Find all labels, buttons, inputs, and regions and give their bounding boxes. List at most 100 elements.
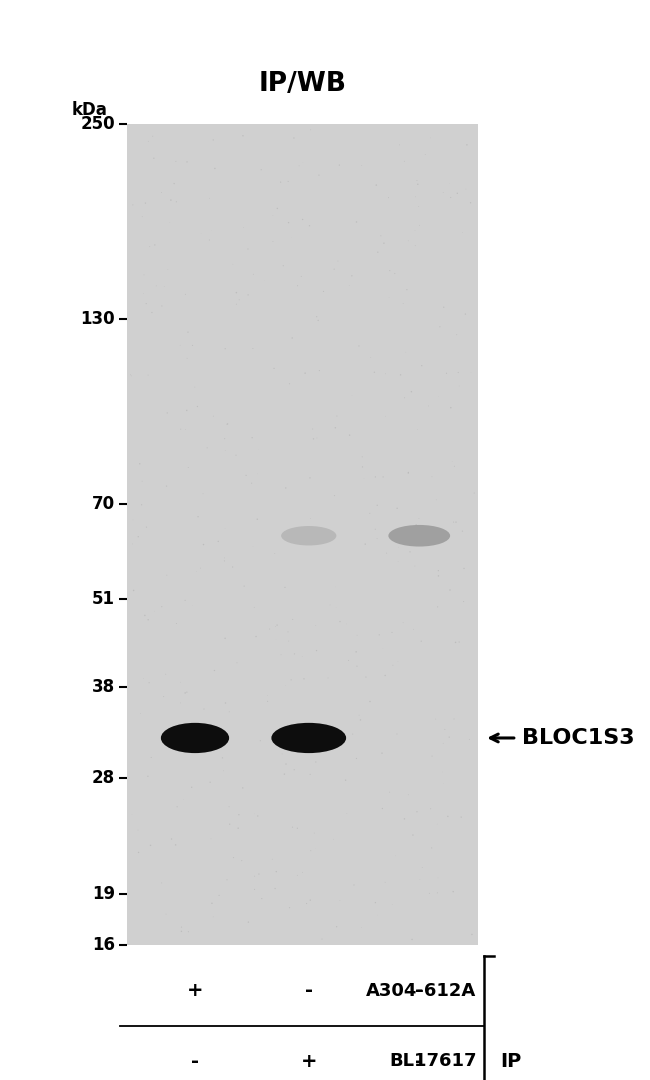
Point [238,127,248,145]
Point [444,729,454,746]
Point [237,780,248,797]
Point [318,283,329,300]
Point [135,705,146,723]
Point [352,626,362,644]
Point [193,508,203,525]
Point [276,646,286,663]
Point [139,267,150,284]
Point [141,518,151,536]
Point [449,711,460,728]
Point [284,375,294,392]
Point [423,397,434,415]
Point [377,800,387,818]
Point [438,775,448,793]
Point [248,538,258,555]
Text: +: + [300,1052,317,1070]
Point [206,221,216,239]
Point [183,923,194,941]
Point [432,815,443,833]
Point [270,545,280,563]
Point [380,365,391,382]
Point [329,260,339,278]
Text: 19: 19 [92,885,115,903]
Point [398,295,408,312]
Point [403,464,413,482]
Point [171,193,181,211]
Point [452,326,462,343]
Point [232,654,242,672]
Point [425,800,436,818]
Point [365,504,375,522]
Point [271,631,281,648]
Point [448,883,458,901]
Point [305,470,315,487]
Point [289,645,300,662]
Point [302,895,312,913]
Point [379,234,389,252]
Point [380,666,391,684]
Point [456,809,467,826]
Point [393,553,403,570]
Text: -: - [305,982,313,1000]
Point [437,764,447,781]
Point [342,805,352,822]
Point [410,188,421,205]
Point [411,516,421,534]
Point [406,383,417,401]
Point [252,465,263,483]
Point [249,598,259,616]
Point [208,407,218,424]
Point [149,150,159,167]
Point [161,477,172,495]
Point [238,219,248,237]
Point [259,272,269,289]
Point [298,211,308,228]
Point [415,870,425,888]
Point [272,617,282,634]
Point [413,176,423,193]
Point [283,173,293,190]
Point [467,926,477,943]
Point [277,745,287,762]
Point [448,513,459,530]
Point [133,843,144,861]
Point [465,194,476,212]
Point [243,914,254,931]
Point [387,657,398,674]
Point [222,416,232,433]
Point [220,550,230,567]
Point [354,337,364,354]
Point [323,670,333,687]
Point [206,831,216,848]
Point [272,200,283,217]
Point [182,153,192,171]
Point [157,598,167,616]
Point [370,469,381,486]
Point [219,552,229,569]
Point [438,734,448,752]
Point [143,366,153,383]
Point [191,563,202,580]
Point [205,773,215,791]
Text: -: - [191,1052,199,1070]
Point [286,672,296,689]
Point [164,214,175,231]
Text: 130: 130 [81,310,115,328]
Point [176,918,187,935]
Point [314,166,324,184]
Point [182,350,192,367]
Point [284,899,294,916]
Point [384,288,395,306]
Point [377,744,387,761]
Point [449,458,460,475]
Point [335,892,345,909]
Point [181,684,192,701]
Point [356,712,366,729]
Point [255,732,266,750]
Point [234,292,244,309]
Point [198,536,209,553]
Text: 28: 28 [92,769,115,787]
Point [272,727,282,744]
Point [458,593,469,610]
Point [268,233,278,251]
